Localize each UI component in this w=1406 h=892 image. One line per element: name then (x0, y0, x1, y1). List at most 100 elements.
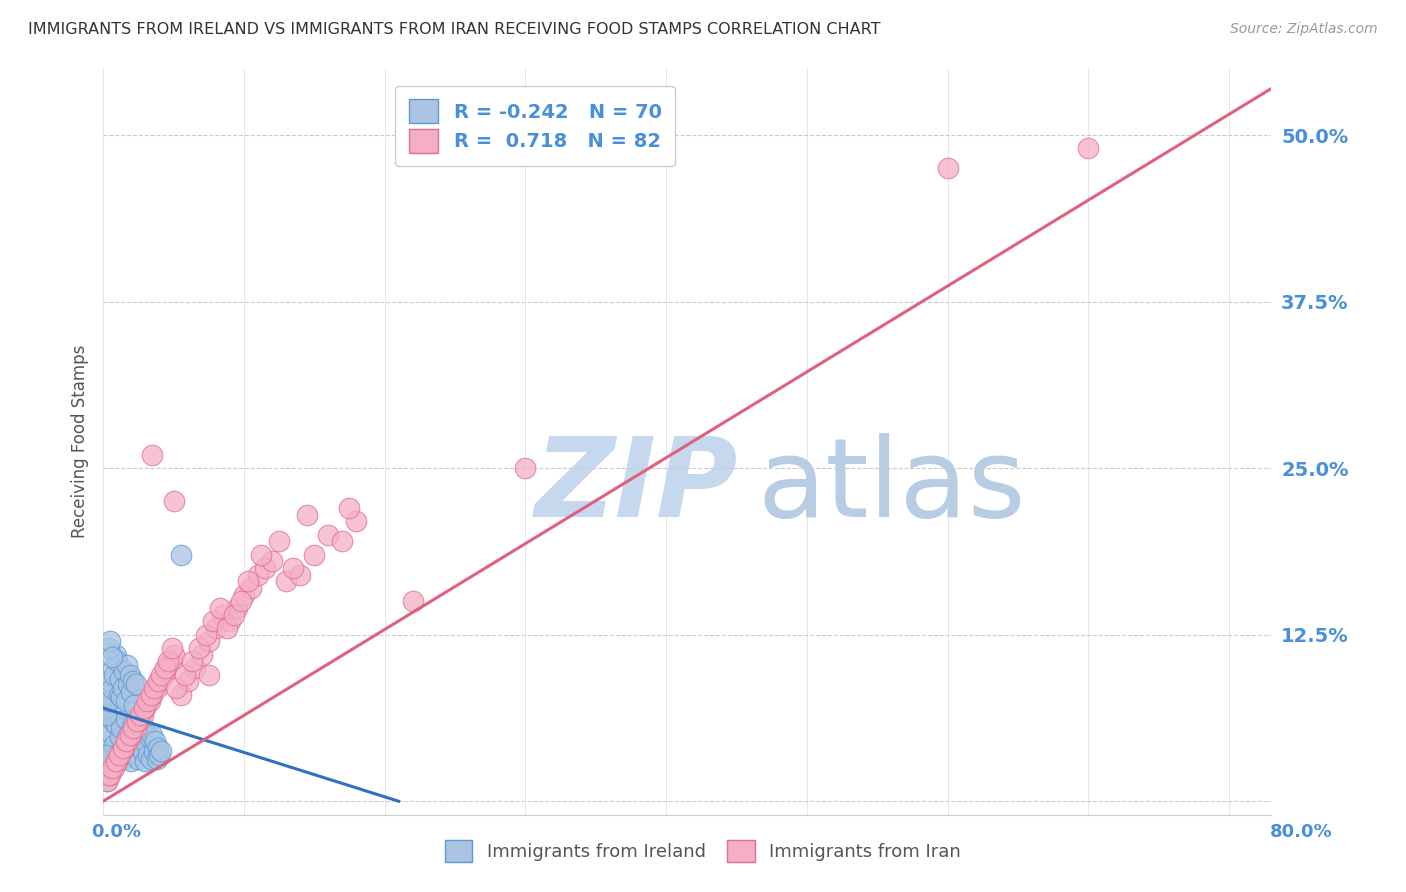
Point (129, 741, 152, 756)
Point (141, 448, 163, 462)
Point (120, 728, 142, 742)
Point (121, 721, 143, 735)
Point (138, 694, 160, 708)
Point (118, 734, 141, 748)
Point (1077, 141, 1099, 155)
Point (111, 681, 134, 695)
Point (194, 628, 217, 642)
Point (249, 548, 271, 562)
Point (114, 734, 136, 748)
Text: 80.0%: 80.0% (1270, 822, 1333, 840)
Point (236, 574, 259, 589)
Point (346, 515, 368, 529)
Point (128, 707, 150, 722)
Point (211, 607, 233, 622)
Point (139, 688, 162, 702)
Point (112, 664, 135, 678)
Point (155, 661, 177, 675)
Point (97, 756, 120, 771)
Point (111, 751, 134, 765)
Point (141, 728, 163, 742)
Point (332, 534, 354, 549)
Point (197, 667, 219, 681)
Point (156, 654, 179, 668)
Point (97, 694, 120, 708)
Point (936, 161, 959, 176)
Point (103, 667, 125, 681)
Point (118, 667, 141, 681)
Point (121, 717, 143, 731)
Point (139, 751, 162, 765)
Point (98, 674, 121, 689)
Point (96, 774, 118, 789)
Point (180, 654, 202, 668)
Text: Source: ZipAtlas.com: Source: ZipAtlas.com (1230, 22, 1378, 37)
Point (402, 594, 425, 608)
Point (225, 601, 247, 615)
Point (183, 661, 205, 675)
Point (105, 747, 128, 762)
Point (96, 688, 118, 702)
Point (148, 674, 170, 689)
Point (120, 754, 142, 768)
Point (142, 681, 165, 695)
Point (218, 615, 240, 629)
Point (138, 731, 160, 745)
Point (149, 743, 172, 757)
Point (110, 721, 132, 735)
Legend: Immigrants from Ireland, Immigrants from Iran: Immigrants from Ireland, Immigrants from… (439, 833, 967, 870)
Point (145, 751, 167, 765)
Point (100, 761, 122, 775)
Point (162, 494, 184, 508)
Point (100, 743, 122, 757)
Point (124, 747, 146, 762)
Point (96, 774, 118, 789)
Point (281, 561, 304, 575)
Point (98, 767, 121, 781)
Point (176, 674, 198, 689)
Point (94, 754, 117, 768)
Point (104, 717, 127, 731)
Point (93, 747, 115, 762)
Point (318, 528, 340, 542)
Point (339, 501, 361, 516)
Point (222, 607, 245, 622)
Point (117, 734, 139, 748)
Point (124, 721, 146, 735)
Point (260, 554, 283, 568)
Point (135, 739, 157, 753)
Point (141, 688, 163, 702)
Point (114, 712, 136, 726)
Point (94, 707, 117, 722)
Point (159, 654, 181, 668)
Point (131, 707, 153, 722)
Point (103, 739, 125, 753)
Point (165, 681, 187, 695)
Point (143, 734, 166, 748)
Point (229, 594, 252, 608)
Text: ZIP: ZIP (536, 433, 740, 540)
Point (146, 741, 169, 756)
Point (97, 767, 120, 781)
Point (134, 754, 156, 768)
Point (112, 741, 135, 756)
Point (274, 574, 297, 589)
Point (101, 714, 124, 729)
Point (108, 747, 131, 762)
Point (100, 650, 122, 665)
Point (515, 461, 537, 475)
Point (127, 714, 149, 729)
Point (239, 581, 262, 595)
Point (111, 741, 134, 756)
Text: atlas: atlas (758, 433, 1026, 540)
Point (110, 690, 132, 705)
Point (132, 721, 155, 735)
Point (169, 688, 191, 702)
Point (304, 548, 326, 562)
Point (232, 588, 254, 602)
Point (246, 567, 269, 582)
Point (197, 634, 219, 648)
Point (136, 747, 159, 762)
Point (169, 548, 191, 562)
Point (297, 508, 319, 522)
